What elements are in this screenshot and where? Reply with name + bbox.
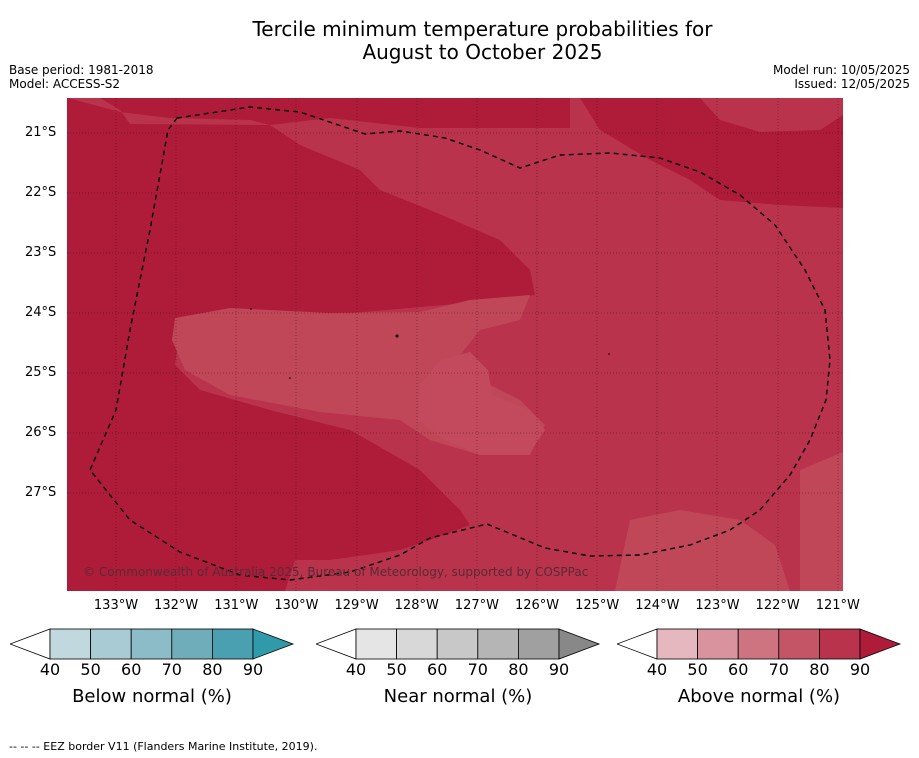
colorbar-over-triangle xyxy=(859,628,902,660)
meta-right: Model run: 10/05/2025 Issued: 12/05/2025 xyxy=(773,63,910,91)
title-line-1: Tercile minimum temperature probabilitie… xyxy=(252,17,713,41)
colorbar-tick: 70 xyxy=(768,660,789,679)
colorbar-segment xyxy=(130,628,173,660)
probability-map xyxy=(67,98,843,591)
lon-label: 126°W xyxy=(514,598,560,613)
colorbar-tick: 60 xyxy=(728,660,749,679)
eez-footnote: -- -- -- EEZ border V11 (Flanders Marine… xyxy=(9,740,318,753)
colorbar-title: Above normal (%) xyxy=(677,686,841,707)
lat-label: 21°S xyxy=(25,125,57,140)
lat-label: 22°S xyxy=(25,185,57,200)
meta-left: Base period: 1981-2018 Model: ACCESS-S2 xyxy=(9,63,154,91)
colorbar-segment xyxy=(778,628,820,660)
colorbar-segment xyxy=(171,628,213,660)
lon-label: 127°W xyxy=(454,598,499,613)
colorbar-segment xyxy=(656,628,698,660)
colorbar-under-triangle xyxy=(10,628,51,660)
region-70pct-ne xyxy=(700,98,843,132)
colorbar-tick: 80 xyxy=(202,660,223,679)
lat-label: 27°S xyxy=(25,485,57,500)
lon-label: 121°W xyxy=(815,598,860,613)
colorbar-tick: 60 xyxy=(427,660,448,679)
colorbar-tick: 40 xyxy=(345,660,367,679)
model-name: Model: ACCESS-S2 xyxy=(9,77,121,91)
colorbar-segment xyxy=(211,628,254,660)
colorbar-segment xyxy=(737,628,780,660)
lon-label: 132°W xyxy=(154,598,199,613)
colorbar-tick: 70 xyxy=(467,660,488,679)
colorbar-segment xyxy=(355,628,397,660)
colorbar-tick: 90 xyxy=(242,660,264,679)
colorbar-title: Near normal (%) xyxy=(383,686,533,707)
lon-label: 130°W xyxy=(274,598,319,613)
map-title: Tercile minimum temperature probabilitie… xyxy=(0,18,919,64)
colorbar-tick: 80 xyxy=(809,660,830,679)
region-70pct-top xyxy=(68,98,270,125)
lon-label: 133°W xyxy=(93,598,139,613)
colorbar-tick: 50 xyxy=(80,660,101,679)
lat-label: 23°S xyxy=(25,245,57,260)
colorbar-segment xyxy=(49,628,91,660)
region-60pct-lake xyxy=(418,352,545,455)
eez-border xyxy=(89,106,831,581)
colorbar-1 xyxy=(316,628,601,660)
colorbar-tick: 90 xyxy=(548,660,570,679)
colorbar-title: Below normal (%) xyxy=(72,686,232,707)
colorbar-over-triangle xyxy=(558,628,601,660)
copyright-text: © Commonwealth of Australia 2025, Bureau… xyxy=(83,565,589,579)
colorbar-under-triangle xyxy=(617,628,658,660)
islands xyxy=(250,308,610,379)
colorbar-tick: 80 xyxy=(508,660,529,679)
lon-label: 123°W xyxy=(695,598,740,613)
colorbar-tick: 50 xyxy=(687,660,708,679)
colorbar-2 xyxy=(617,628,902,660)
title-line-2: August to October 2025 xyxy=(362,40,603,64)
colorbar-under-triangle xyxy=(316,628,357,660)
model-run: Model run: 10/05/2025 xyxy=(772,63,910,77)
graticule xyxy=(67,98,843,591)
lon-label: 125°W xyxy=(575,598,620,613)
lon-label: 124°W xyxy=(635,598,680,613)
lon-label: 129°W xyxy=(334,598,379,613)
lat-label: 26°S xyxy=(25,425,57,440)
region-60pct-e xyxy=(800,452,843,591)
base-period: Base period: 1981-2018 xyxy=(9,63,154,77)
colorbar-segment xyxy=(697,628,739,660)
colorbar-segment xyxy=(477,628,519,660)
colorbar-segment xyxy=(517,628,560,660)
region-60pct-se xyxy=(615,510,790,591)
colorbar-segment xyxy=(818,628,861,660)
colorbar-tick: 40 xyxy=(39,660,61,679)
colorbar-tick: 60 xyxy=(121,660,142,679)
map-fill-regions xyxy=(67,98,843,591)
lat-label: 24°S xyxy=(25,305,57,320)
colorbar-0 xyxy=(10,628,295,660)
lon-label: 131°W xyxy=(214,598,259,613)
colorbar-tick: 90 xyxy=(849,660,871,679)
issued-date: Issued: 12/05/2025 xyxy=(794,77,910,91)
lon-label: 122°W xyxy=(755,598,800,613)
colorbar-over-triangle xyxy=(252,628,295,660)
colorbar-tick: 40 xyxy=(646,660,668,679)
colorbar-tick: 70 xyxy=(161,660,182,679)
colorbar-segment xyxy=(396,628,438,660)
colorbar-tick: 50 xyxy=(386,660,407,679)
lat-label: 25°S xyxy=(25,365,57,380)
lon-label: 128°W xyxy=(394,598,439,613)
colorbar-segment xyxy=(90,628,132,660)
colorbar-segment xyxy=(436,628,479,660)
